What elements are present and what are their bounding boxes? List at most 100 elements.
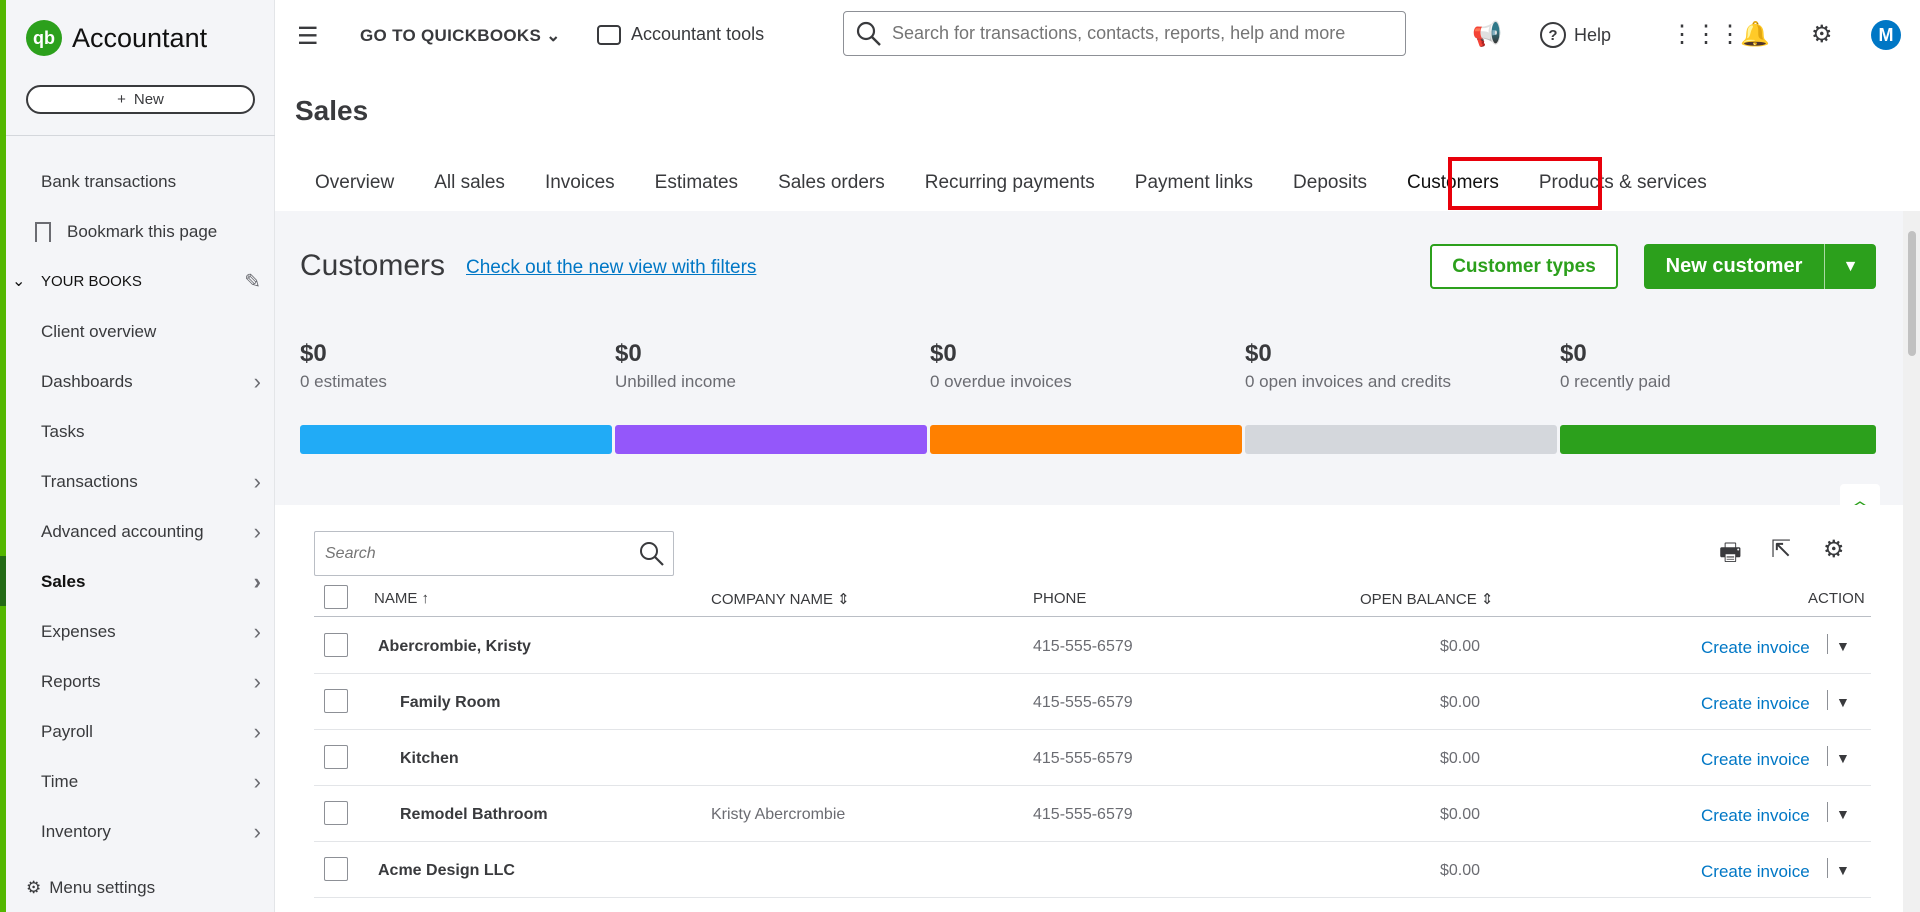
customer-name[interactable]: Abercrombie, Kristy (378, 638, 531, 655)
new-customer-button[interactable]: New customer ▼ (1644, 244, 1876, 289)
customer-name[interactable]: Kitchen (400, 750, 459, 767)
sidebar-item-sales[interactable]: Sales › (6, 562, 275, 602)
table-search-input[interactable] (325, 544, 625, 563)
chevron-down-icon[interactable]: ▼ (1842, 257, 1859, 275)
phone: 415-555-6579 (1033, 694, 1133, 711)
global-search-input[interactable] (892, 23, 1402, 44)
sidebar-item-transactions[interactable]: Transactions › (6, 462, 275, 502)
tab-payment-links[interactable]: Payment links (1134, 172, 1254, 193)
sidebar-item-payroll[interactable]: Payroll › (6, 712, 275, 752)
tab-customers[interactable]: Customers (1406, 172, 1499, 193)
sidebar-item-expenses[interactable]: Expenses › (6, 612, 275, 652)
column-header-company[interactable]: COMPANY NAME ⇕ (711, 590, 850, 608)
tab-products-services[interactable]: Products & services (1538, 172, 1707, 193)
tab-invoices[interactable]: Invoices (544, 172, 615, 193)
export-icon[interactable]: ⇱ (1771, 536, 1792, 563)
money-segment-overdue[interactable]: $0 0 overdue invoices (930, 340, 1244, 454)
create-invoice-link[interactable]: Create invoice (1701, 862, 1810, 881)
new-view-link[interactable]: Check out the new view with filters (466, 257, 757, 278)
row-checkbox[interactable] (324, 633, 348, 657)
table-row[interactable]: Family Room 415-555-6579 $0.00 Create in… (314, 674, 1871, 730)
chevron-down-icon[interactable]: ▼ (1836, 638, 1850, 654)
create-invoice-link[interactable]: Create invoice (1701, 750, 1810, 769)
table-row[interactable]: Kitchen 415-555-6579 $0.00 Create invoic… (314, 730, 1871, 786)
chevron-down-icon[interactable]: ▼ (1836, 750, 1850, 766)
customer-name[interactable]: Acme Design LLC (378, 862, 515, 879)
table-row[interactable]: Abercrombie, Kristy 415-555-6579 $0.00 C… (314, 618, 1871, 674)
sidebar-item-inventory[interactable]: Inventory › (6, 812, 275, 852)
table-settings-icon[interactable]: ⚙ (1823, 536, 1845, 563)
chevron-up-icon[interactable]: ︿ (1840, 484, 1880, 512)
money-label: 0 recently paid (1560, 372, 1671, 391)
sidebar-item-time[interactable]: Time › (6, 762, 275, 802)
collapse-menu-icon[interactable]: ☰ (297, 23, 319, 50)
sidebar-item-advanced-accounting[interactable]: Advanced accounting › (6, 512, 275, 552)
money-segment-estimates[interactable]: $0 0 estimates (300, 340, 614, 454)
row-checkbox[interactable] (324, 689, 348, 713)
chevron-down-icon[interactable]: ▼ (1836, 806, 1850, 822)
briefcase-icon (597, 24, 621, 45)
money-bar-fill (930, 425, 1242, 454)
customer-name[interactable]: Family Room (400, 694, 501, 711)
global-search[interactable] (843, 11, 1406, 56)
money-amount: $0 (1245, 340, 1272, 367)
apps-grid-icon[interactable]: ⋮⋮⋮ (1670, 21, 1742, 48)
chevron-down-icon[interactable]: ▼ (1836, 694, 1850, 710)
sidebar-item-dashboards[interactable]: Dashboards › (6, 362, 275, 402)
tab-estimates[interactable]: Estimates (654, 172, 739, 193)
sidebar-item-bank-transactions[interactable]: Bank transactions (6, 162, 275, 202)
sidebar-item-client-overview[interactable]: Client overview (6, 312, 275, 352)
help-button[interactable]: ? Help (1540, 22, 1611, 48)
tab-recurring-payments[interactable]: Recurring payments (924, 172, 1095, 193)
scrollbar-thumb[interactable] (1908, 231, 1916, 356)
bell-icon[interactable]: 🔔 (1740, 21, 1770, 48)
create-invoice-link[interactable]: Create invoice (1701, 806, 1810, 825)
action-divider (1827, 802, 1828, 822)
open-balance: $0.00 (1439, 806, 1480, 823)
create-invoice-link[interactable]: Create invoice (1701, 694, 1810, 713)
avatar[interactable]: M (1871, 20, 1901, 50)
money-segment-open[interactable]: $0 0 open invoices and credits (1245, 340, 1559, 454)
sidebar-item-reports[interactable]: Reports › (6, 662, 275, 702)
tab-overview[interactable]: Overview (315, 172, 395, 193)
page-scrollbar[interactable] (1903, 211, 1920, 912)
column-header-name[interactable]: NAME ↑ (374, 590, 429, 607)
row-checkbox[interactable] (324, 745, 348, 769)
create-invoice-link[interactable]: Create invoice (1701, 638, 1810, 657)
money-bar-fill (300, 425, 612, 454)
goto-quickbooks-dropdown[interactable]: GO TO QUICKBOOKS ⌄ (360, 26, 561, 46)
tab-sales-orders[interactable]: Sales orders (778, 172, 885, 193)
row-checkbox[interactable] (324, 857, 348, 881)
money-segment-paid[interactable]: $0 0 recently paid (1560, 340, 1876, 454)
sidebar-item-label: YOUR BOOKS (41, 272, 142, 290)
tab-all-sales[interactable]: All sales (434, 172, 505, 193)
sidebar-item-tasks[interactable]: Tasks (6, 412, 275, 452)
money-segment-unbilled[interactable]: $0 Unbilled income (615, 340, 929, 454)
logo[interactable]: qb Accountant (26, 20, 207, 56)
chevron-down-icon[interactable]: ▼ (1836, 862, 1850, 878)
megaphone-icon[interactable]: 📢 (1472, 21, 1502, 48)
customer-types-button[interactable]: Customer types (1430, 244, 1618, 289)
help-icon: ? (1540, 22, 1566, 48)
row-checkbox[interactable] (324, 801, 348, 825)
accountant-tools-button[interactable]: Accountant tools (597, 24, 764, 45)
table-row[interactable]: Remodel Bathroom Kristy Abercrombie 415-… (314, 786, 1871, 842)
print-icon[interactable]: 🖶 (1719, 539, 1742, 566)
gear-icon[interactable]: ⚙ (1811, 21, 1833, 48)
money-amount: $0 (1560, 340, 1587, 367)
column-header-balance[interactable]: OPEN BALANCE ⇕ (1360, 590, 1493, 608)
sidebar-item-bookmark[interactable]: Bookmark this page (6, 212, 275, 252)
money-bar-fill (615, 425, 927, 454)
table-row[interactable]: Acme Design LLC $0.00 Create invoice ▼ (314, 842, 1871, 898)
table-search[interactable] (314, 531, 674, 576)
select-all-checkbox[interactable] (324, 585, 348, 609)
money-amount: $0 (300, 340, 327, 367)
customer-name[interactable]: Remodel Bathroom (400, 806, 548, 823)
tab-deposits[interactable]: Deposits (1293, 172, 1367, 193)
menu-settings[interactable]: ⚙ Menu settings (26, 878, 155, 898)
chevron-right-icon: › (253, 769, 261, 794)
column-label: COMPANY NAME (711, 591, 833, 608)
your-books-header[interactable]: ⌄ YOUR BOOKS ✎ (6, 262, 275, 300)
pencil-icon[interactable]: ✎ (244, 270, 261, 293)
new-button[interactable]: + New (26, 85, 255, 114)
